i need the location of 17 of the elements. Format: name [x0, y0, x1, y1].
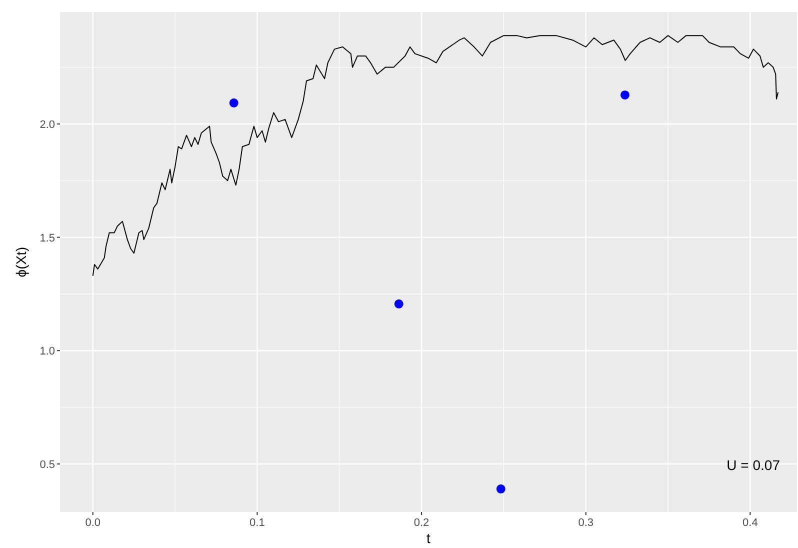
x-tick-label: 0.4: [742, 517, 758, 529]
x-axis-title: t: [426, 530, 431, 546]
x-tick-label: 0.3: [578, 517, 594, 529]
point: [496, 484, 506, 494]
point: [394, 299, 404, 308]
point: [229, 98, 238, 108]
x-tick-label: 0.0: [85, 517, 101, 529]
y-axis-title: ϕ(Xt): [13, 246, 29, 278]
point: [620, 90, 630, 100]
x-tick-label: 0.2: [414, 517, 430, 529]
y-tick-label: 2.0: [40, 118, 55, 131]
y-tick-label: 1.0: [40, 346, 55, 358]
y-tick-label: 0.5: [40, 458, 55, 471]
line-series: [92, 35, 779, 276]
annotation: U = 0.07: [726, 457, 780, 473]
x-tick-label: 0.1: [250, 517, 265, 529]
y-tick-label: 1.5: [40, 232, 55, 244]
